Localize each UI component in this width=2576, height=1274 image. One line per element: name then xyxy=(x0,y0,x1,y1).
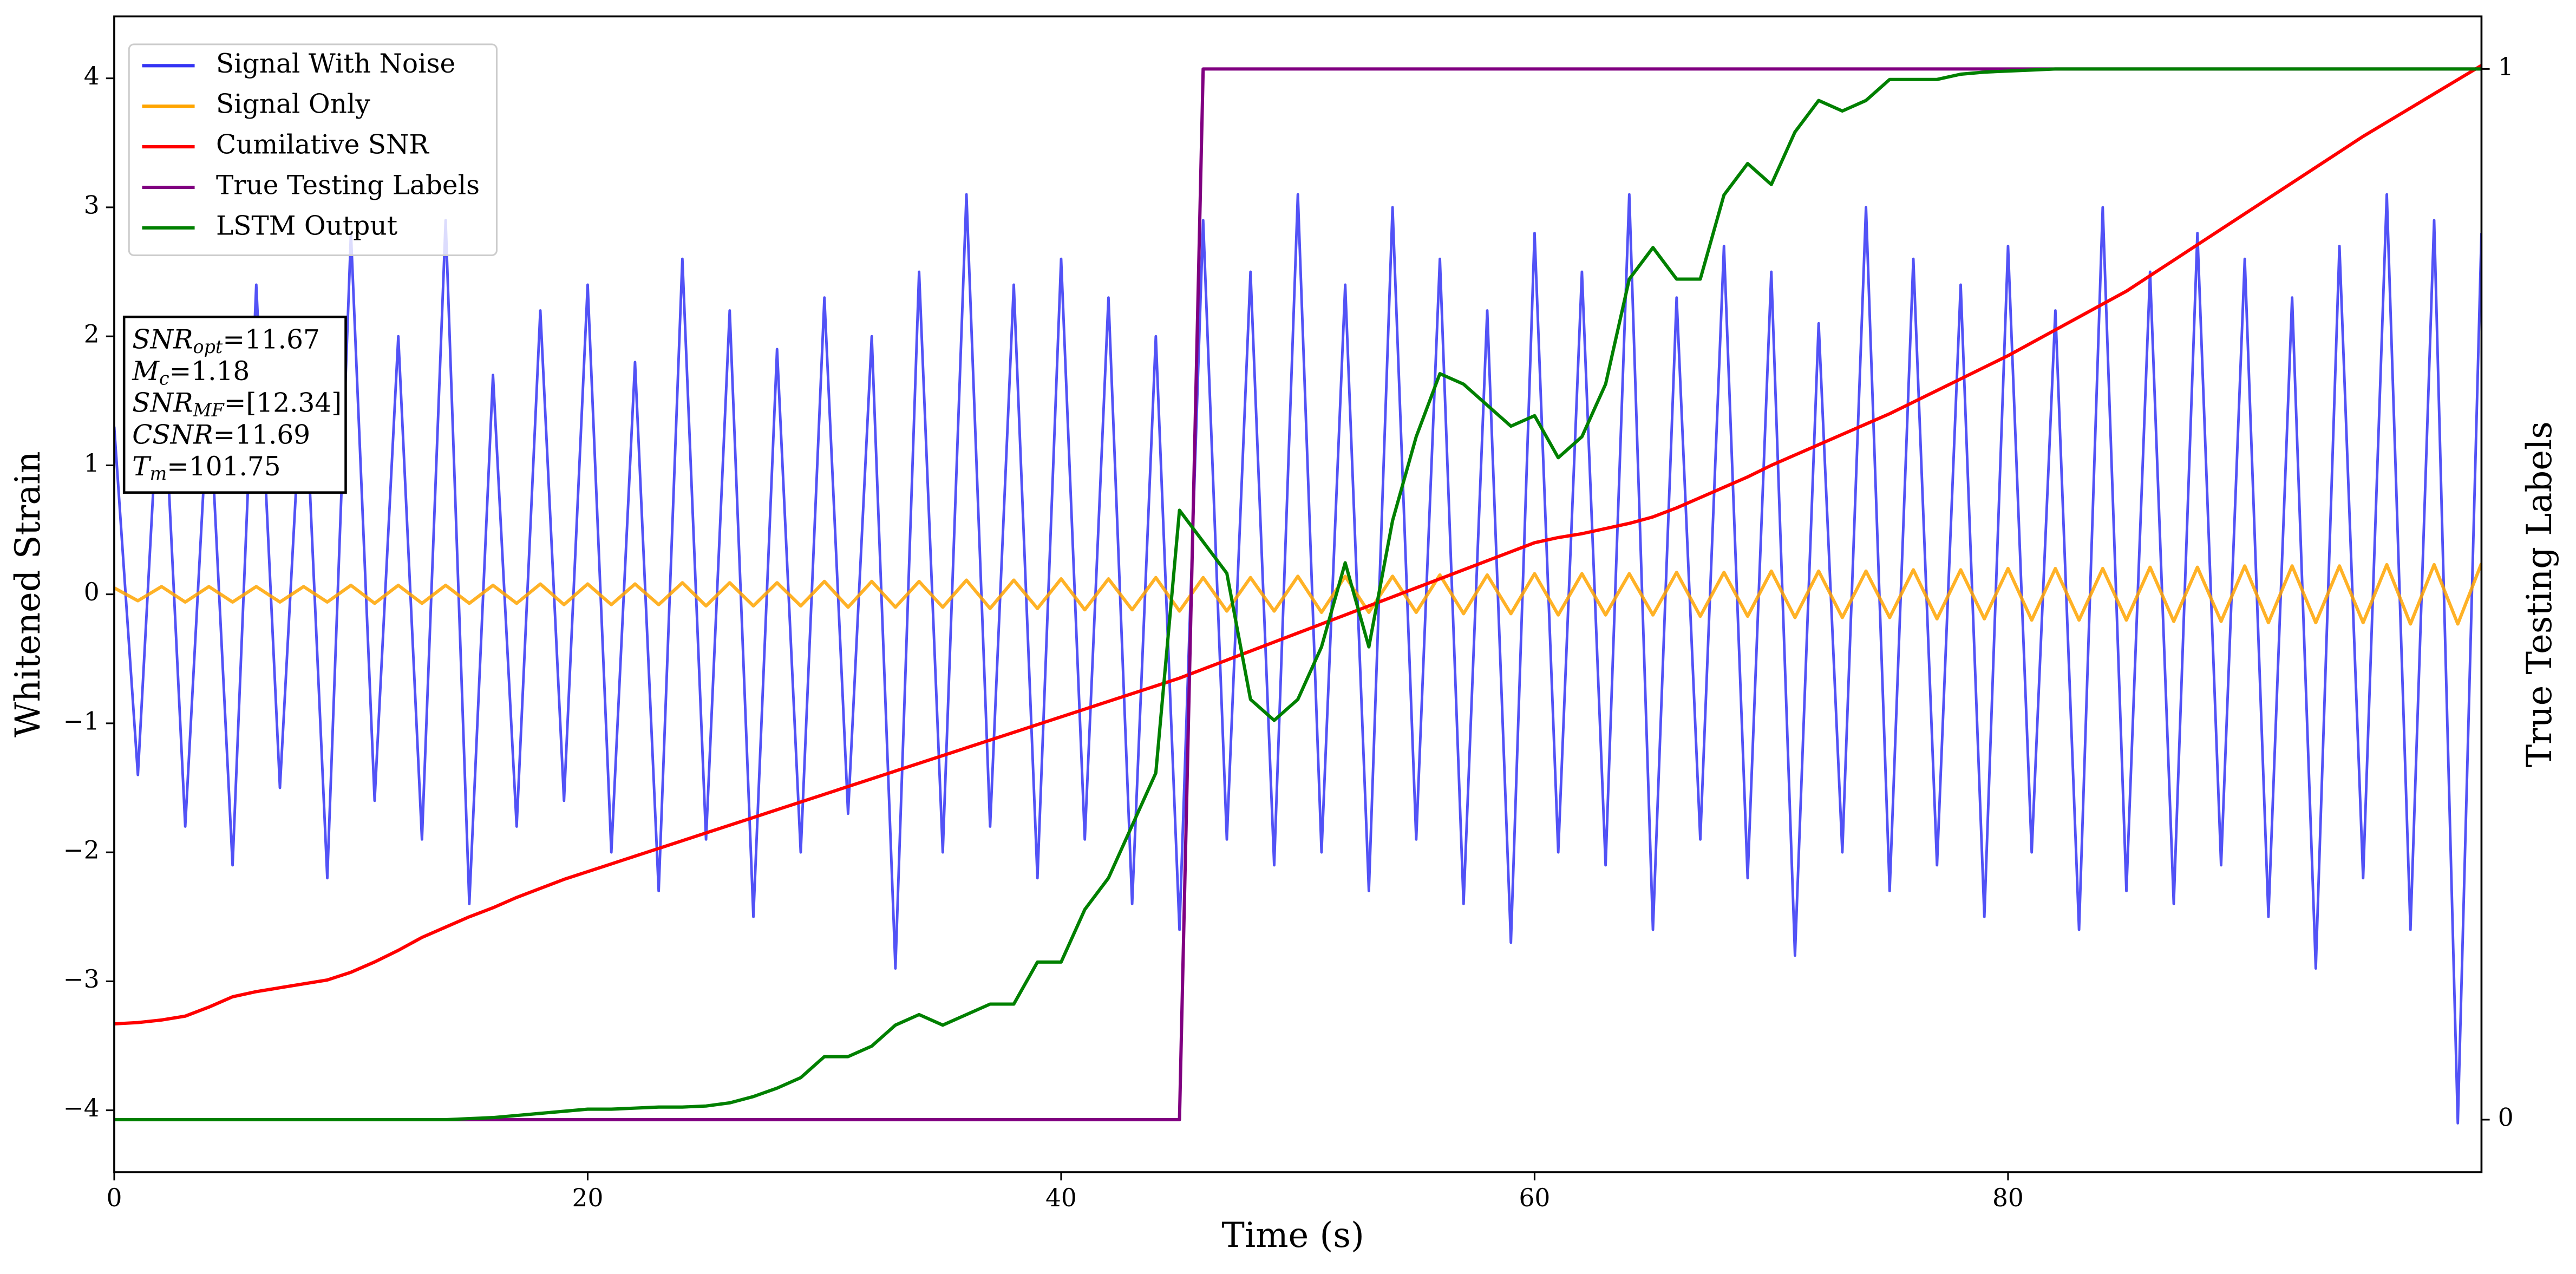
y2-tick-label: 0 xyxy=(2498,1103,2514,1132)
y-tick-label: 0 xyxy=(84,578,100,606)
y-tick-label: −2 xyxy=(63,836,100,865)
annotation-sub: m xyxy=(150,463,167,484)
legend-label: True Testing Labels xyxy=(216,170,480,200)
annotation-label: CSNR xyxy=(132,420,213,450)
series-line xyxy=(114,563,2482,626)
legend-label: Signal With Noise xyxy=(216,49,455,79)
annotation-label: SNR xyxy=(132,388,193,418)
legend-label: Signal Only xyxy=(216,89,370,120)
y-tick-label: −3 xyxy=(63,965,100,994)
y-tick-label: 4 xyxy=(84,62,100,90)
x-tick-label: 80 xyxy=(1992,1184,2024,1212)
annotation-label: M xyxy=(132,356,160,387)
series-line xyxy=(114,64,2482,1026)
y-tick-label: 3 xyxy=(84,191,100,219)
y-tick-label: 1 xyxy=(84,449,100,478)
annotation-label: SNR xyxy=(132,324,193,355)
y2-tick-label: 1 xyxy=(2498,53,2514,81)
annotation-text: =1.18 xyxy=(169,356,250,387)
annotation-sub: opt xyxy=(193,336,223,357)
annotation-box xyxy=(122,315,347,494)
x-tick-label: 0 xyxy=(106,1184,122,1212)
annotation: Tm=101.75 xyxy=(132,451,280,484)
y-tick-label: −1 xyxy=(63,707,100,735)
annotation: SNRopt=11.67 xyxy=(132,324,320,357)
x-tick-label: 40 xyxy=(1045,1184,1077,1212)
annotation: SNRMF=[12.34] xyxy=(132,388,342,421)
annotation: CSNR=11.69 xyxy=(132,420,310,450)
series-line xyxy=(114,67,2482,1122)
annotation-text: =11.67 xyxy=(223,324,319,355)
series-line xyxy=(114,193,2482,1125)
plot-area xyxy=(114,64,2482,1125)
legend-label: Cumilative SNR xyxy=(216,130,429,160)
legend-label: LSTM Output xyxy=(216,211,398,241)
y2-axis-label: True Testing Labels xyxy=(2520,421,2560,767)
x-axis-label: Time (s) xyxy=(1221,1216,1364,1256)
x-tick-label: 60 xyxy=(1519,1184,1551,1212)
x-tick-label: 20 xyxy=(572,1184,604,1212)
legend-box xyxy=(128,43,498,257)
annotation-sub: c xyxy=(159,368,169,389)
y-axis-label: Whitened Strain xyxy=(8,451,48,737)
annotation-label: T xyxy=(132,451,152,481)
annotation: Mc=1.18 xyxy=(132,356,250,389)
annotation-sub: MF xyxy=(193,400,225,421)
y-tick-label: 2 xyxy=(84,320,100,349)
annotation-text: =11.69 xyxy=(213,420,310,450)
annotation-text: =[12.34] xyxy=(224,388,342,418)
annotation-text: =101.75 xyxy=(167,451,280,481)
y-tick-label: −4 xyxy=(63,1094,100,1122)
